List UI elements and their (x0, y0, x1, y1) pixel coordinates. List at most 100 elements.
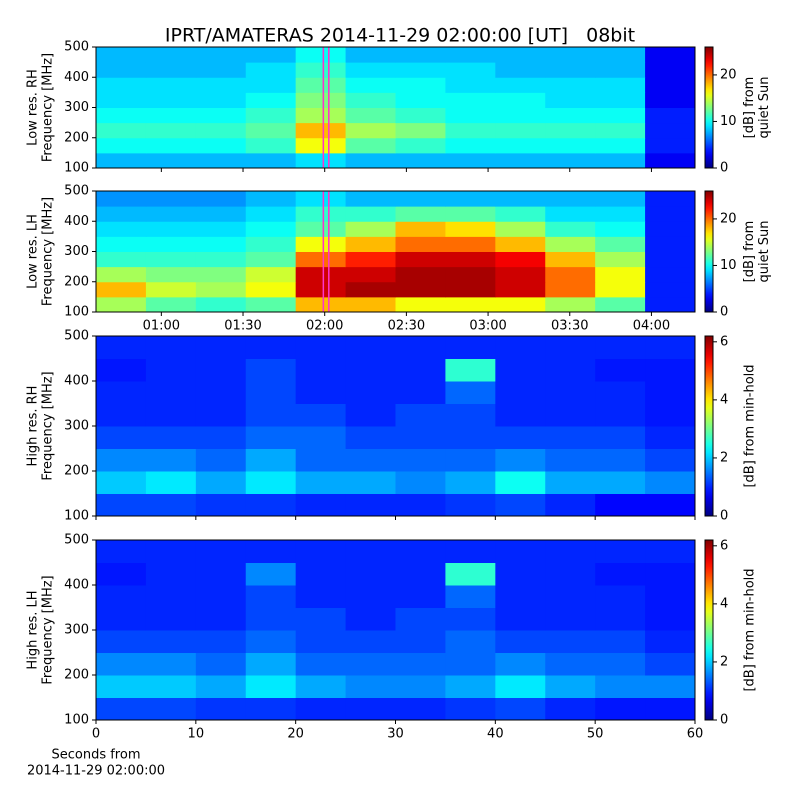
heat-cell (245, 562, 297, 586)
heat-cell (345, 206, 396, 222)
heat-cell (495, 107, 546, 124)
heat-cell (445, 652, 496, 676)
heat-cell (545, 206, 596, 222)
heat-cell (145, 471, 197, 494)
heat-cell (495, 266, 546, 283)
heat-cell (345, 675, 396, 698)
heat-cell (245, 540, 297, 563)
heat-cell (545, 92, 596, 108)
heat-cell (595, 358, 646, 382)
heat-cell (96, 448, 147, 472)
colorbar (704, 539, 714, 721)
heat-cell (345, 122, 396, 139)
heat-cell (645, 336, 696, 359)
heat-cell (495, 562, 546, 586)
heat-cell (145, 251, 197, 268)
heat-cell (195, 47, 247, 63)
heat-cell (595, 92, 646, 108)
heat-cell (545, 675, 596, 698)
heat-cell (645, 585, 696, 608)
heat-cell (545, 471, 596, 494)
heat-cell (96, 471, 147, 494)
heat-cell (295, 630, 347, 653)
heat-cell (145, 697, 197, 721)
heat-cell (195, 697, 247, 721)
heat-cell (245, 266, 297, 283)
heat-cell (295, 652, 347, 676)
heat-cell (445, 62, 496, 78)
heat-cell (145, 62, 197, 78)
heat-cell (195, 585, 247, 608)
heat-cell (495, 381, 546, 404)
heat-cell (395, 62, 446, 78)
heat-cell (595, 281, 646, 298)
heat-cell (345, 381, 396, 404)
heat-cell (445, 448, 496, 472)
heat-cell (495, 152, 546, 169)
heat-cell (495, 296, 546, 313)
heat-cell (545, 251, 596, 268)
heat-cell (545, 266, 596, 283)
heat-cell (96, 652, 147, 676)
heat-cell (245, 585, 297, 608)
heat-cell (395, 540, 446, 563)
heat-cell (195, 448, 247, 472)
heat-cell (195, 358, 247, 382)
heat-cell (445, 281, 496, 298)
y-tick-label: 500 (64, 184, 89, 199)
heat-cell (645, 62, 696, 78)
heat-cell (545, 493, 596, 517)
heat-cell (96, 493, 147, 517)
heat-cell (595, 471, 646, 494)
heat-cell (495, 47, 546, 63)
heat-cell (96, 540, 147, 563)
heat-cell (495, 448, 546, 472)
heat-cell (595, 191, 646, 207)
heat-cell (295, 152, 347, 169)
heat-cell (445, 266, 496, 283)
heat-cell (345, 62, 396, 78)
x-tick-label: 40 (487, 727, 504, 742)
heat-cell (96, 585, 147, 608)
heat-cell (595, 107, 646, 124)
heat-cell (195, 122, 247, 139)
colorbar-tick-label: 4 (720, 596, 728, 611)
heat-cell (645, 137, 696, 154)
heat-cell (96, 607, 147, 631)
heat-cell (245, 630, 297, 653)
heat-cell (495, 675, 546, 698)
heat-cell (445, 152, 496, 169)
heat-cell (645, 152, 696, 169)
heat-cell (445, 403, 496, 427)
heat-cell (295, 62, 347, 78)
heat-cell (595, 296, 646, 313)
heat-cell (395, 403, 446, 427)
heat-cell (645, 630, 696, 653)
y-axis-label: Low res. RH (26, 69, 41, 146)
y-axis-label: High res. RH (26, 386, 41, 467)
heat-cell (595, 137, 646, 154)
heat-cell (96, 191, 147, 207)
heat-cell (345, 562, 396, 586)
heat-cell (645, 92, 696, 108)
heat-cell (145, 630, 197, 653)
heat-cell (645, 221, 696, 237)
y-tick-label: 200 (64, 130, 89, 145)
heat-cell (245, 403, 297, 427)
heat-cell (395, 92, 446, 108)
heat-cell (295, 221, 347, 237)
heat-cell (345, 47, 396, 63)
heat-cell (645, 448, 696, 472)
heat-cell (545, 281, 596, 298)
colorbar-tick-label: 0 (720, 305, 728, 320)
colorbar-tick-label: 0 (720, 509, 728, 524)
heat-cell (245, 92, 297, 108)
heat-cell (295, 562, 347, 586)
y-tick-label: 200 (64, 464, 89, 479)
heat-cell (545, 448, 596, 472)
heat-cell (195, 236, 247, 252)
heat-cell (495, 403, 546, 427)
colorbar-label: [dB] from min-hold (743, 568, 758, 691)
colorbar-label: [dB] from (742, 77, 757, 139)
heat-cell (145, 236, 197, 252)
